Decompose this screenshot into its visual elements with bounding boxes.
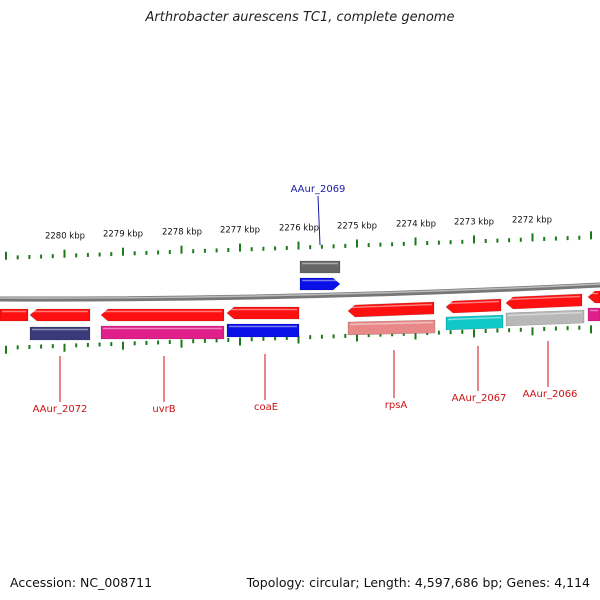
tick-label: 2280 kbp <box>45 232 85 242</box>
gene-AAur_2067 <box>445 314 504 331</box>
gene-coaE <box>226 323 300 338</box>
gene-AAur_2066-shine <box>507 311 583 317</box>
gene-label: AAur_2072 <box>33 404 88 415</box>
cds-arrow <box>0 308 29 322</box>
gene-label: AAur_2067 <box>452 393 507 404</box>
cds-arrow <box>505 293 583 310</box>
gene-rpsA <box>347 319 436 336</box>
summary-text: Topology: circular; Length: 4,597,686 bp… <box>246 575 590 590</box>
gene-partial <box>587 307 600 322</box>
cds-arrow <box>347 301 435 318</box>
label-leader-line <box>317 195 321 246</box>
gene-rpsA-shine <box>349 321 434 326</box>
cds-arrow <box>29 308 91 322</box>
tick-label: 2278 kbp <box>162 228 202 238</box>
tick-label: 2274 kbp <box>396 219 436 229</box>
gene-label: uvrB <box>152 404 175 415</box>
gene-uvrB <box>100 325 225 340</box>
tick-label: 2273 kbp <box>454 217 494 227</box>
genome-backbone <box>0 282 600 302</box>
tick-label: 2279 kbp <box>103 230 143 240</box>
gene-AAur_2067-shine <box>447 316 502 321</box>
cds-arrow <box>226 306 300 320</box>
tick-label: 2276 kbp <box>279 224 319 234</box>
cds-arrow-shine <box>447 300 500 305</box>
cds-arrow <box>587 290 600 304</box>
gene-label: AAur_2069 <box>291 184 346 195</box>
tick-label: 2272 kbp <box>512 215 552 225</box>
genome-backbone-highlight <box>0 283 600 299</box>
gene-AAur_2069 <box>299 260 341 274</box>
cds-arrow-shine <box>507 295 581 301</box>
gene-AAur_2072 <box>29 326 91 341</box>
tick-label: 2275 kbp <box>337 222 377 232</box>
gene-label: AAur_2066 <box>523 389 578 400</box>
cds-arrow-shine <box>349 303 433 309</box>
cds-AAur_2069 <box>299 277 341 291</box>
tick-label: 2277 kbp <box>220 226 260 236</box>
cds-arrow <box>445 298 502 314</box>
accession-text: Accession: NC_008711 <box>10 575 153 590</box>
cds-arrow <box>100 308 225 322</box>
gene-label: coaE <box>254 402 278 413</box>
gene-AAur_2066 <box>505 309 585 327</box>
gene-label: rpsA <box>385 400 408 411</box>
map-title: Arthrobacter aurescens TC1, complete gen… <box>145 10 455 25</box>
